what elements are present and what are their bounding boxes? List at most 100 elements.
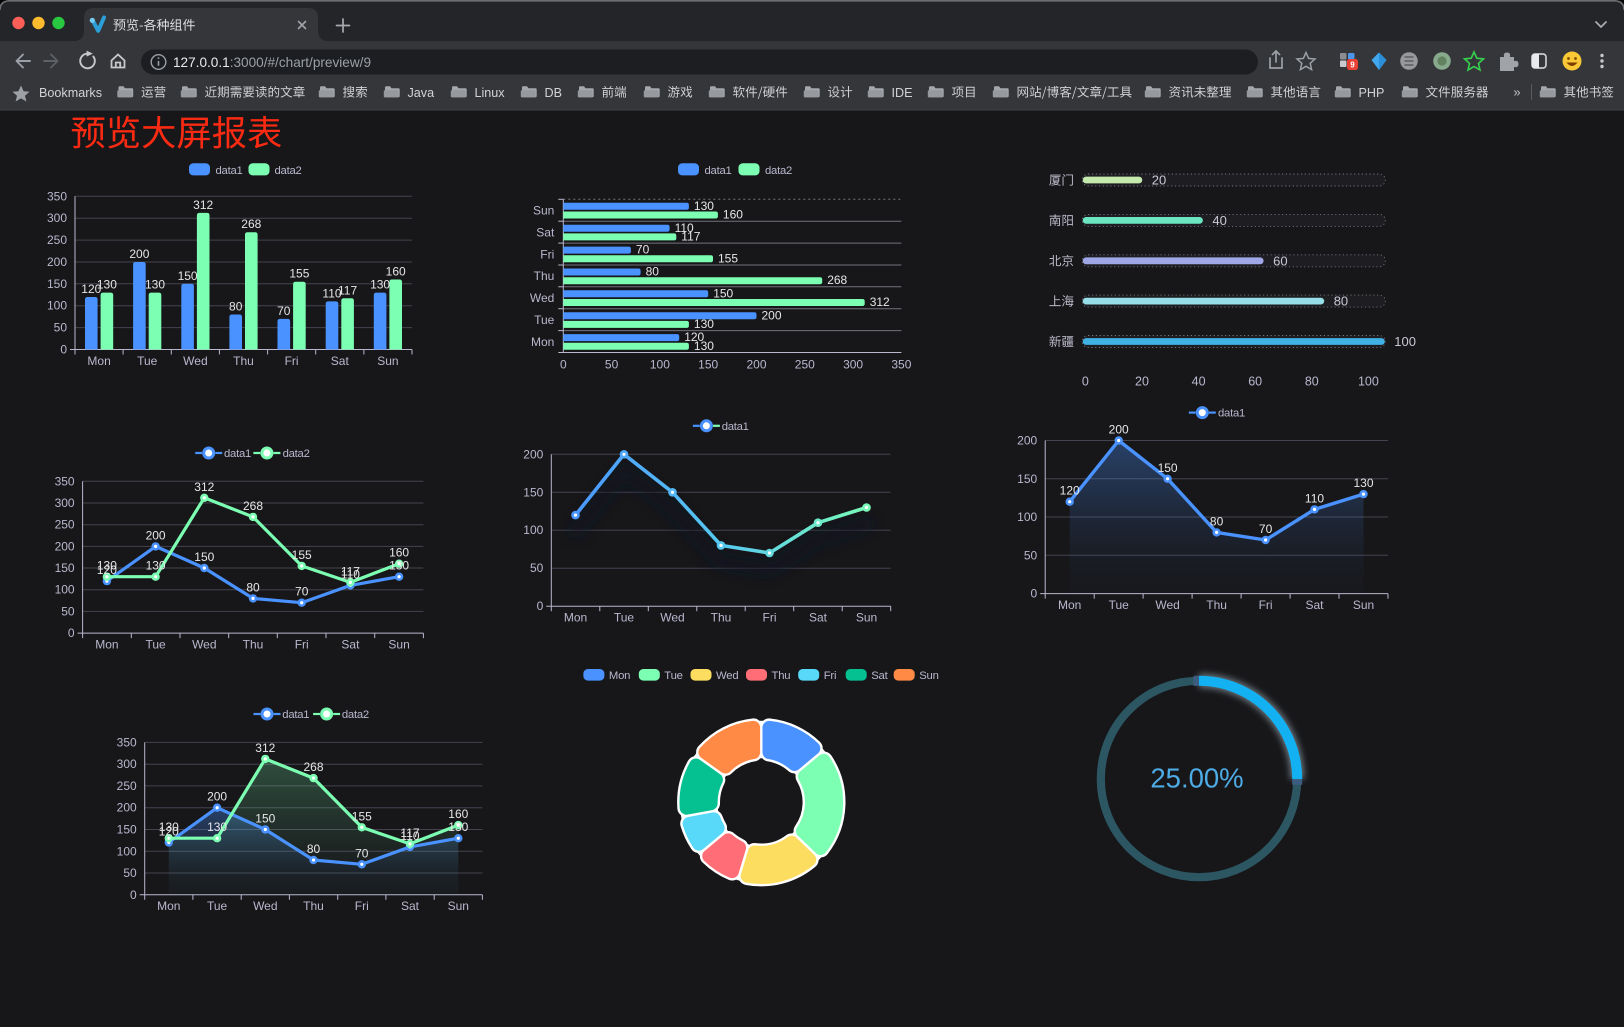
svg-text:Mon: Mon xyxy=(95,637,118,651)
svg-text:120: 120 xyxy=(81,282,101,296)
svg-text:»: » xyxy=(1513,85,1520,100)
svg-text:Java: Java xyxy=(408,86,435,100)
svg-text:Mon: Mon xyxy=(609,670,630,682)
svg-text:Wed: Wed xyxy=(183,354,207,368)
svg-text:150: 150 xyxy=(1158,461,1178,475)
svg-text:Thu: Thu xyxy=(233,354,254,368)
svg-text:110: 110 xyxy=(400,829,419,843)
svg-text:100: 100 xyxy=(117,844,137,858)
svg-text:120: 120 xyxy=(159,825,179,839)
svg-text:25.00%: 25.00% xyxy=(1150,763,1243,794)
svg-text:200: 200 xyxy=(146,528,166,542)
svg-text:300: 300 xyxy=(117,757,137,771)
svg-text:Linux: Linux xyxy=(475,86,506,100)
svg-text:200: 200 xyxy=(746,358,766,372)
svg-text:Mon: Mon xyxy=(157,899,180,913)
svg-text:80: 80 xyxy=(1305,375,1319,389)
svg-text:200: 200 xyxy=(762,308,782,322)
svg-text:80: 80 xyxy=(229,300,243,314)
svg-text:130: 130 xyxy=(159,820,179,834)
svg-text:Tue: Tue xyxy=(207,899,228,913)
svg-text:160: 160 xyxy=(448,807,468,821)
svg-text:Sun: Sun xyxy=(919,670,939,682)
svg-text:data1: data1 xyxy=(216,165,243,177)
svg-text:312: 312 xyxy=(870,295,890,309)
svg-text:Fri: Fri xyxy=(540,247,554,261)
svg-text:268: 268 xyxy=(243,499,263,513)
svg-text:Tue: Tue xyxy=(534,313,555,327)
svg-text:200: 200 xyxy=(1109,423,1129,437)
svg-text:110: 110 xyxy=(322,286,341,300)
svg-text:110: 110 xyxy=(1305,491,1324,505)
svg-text:117: 117 xyxy=(338,283,357,297)
svg-text:Fri: Fri xyxy=(763,611,777,625)
svg-text:200: 200 xyxy=(55,539,75,553)
svg-text:Mon: Mon xyxy=(531,335,554,349)
svg-text:100: 100 xyxy=(1017,510,1037,524)
svg-text:130: 130 xyxy=(1353,476,1373,490)
svg-text:250: 250 xyxy=(47,233,67,247)
svg-text:Wed: Wed xyxy=(253,899,277,913)
svg-text:100: 100 xyxy=(55,583,75,597)
svg-text:Tue: Tue xyxy=(145,637,166,651)
svg-text:data1: data1 xyxy=(1218,408,1245,420)
svg-text:300: 300 xyxy=(843,358,863,372)
svg-text:100: 100 xyxy=(650,358,670,372)
svg-text:80: 80 xyxy=(307,842,321,856)
svg-text:300: 300 xyxy=(47,211,67,225)
svg-text:120: 120 xyxy=(684,330,704,344)
svg-text:PHP: PHP xyxy=(1359,86,1385,100)
svg-text:50: 50 xyxy=(54,321,68,335)
svg-text:200: 200 xyxy=(129,247,149,261)
svg-text:200: 200 xyxy=(207,790,227,804)
svg-text:200: 200 xyxy=(1017,434,1037,448)
svg-text:0: 0 xyxy=(68,626,75,640)
svg-text:70: 70 xyxy=(277,304,291,318)
svg-text:IDE: IDE xyxy=(892,86,913,100)
svg-text:200: 200 xyxy=(47,255,67,269)
svg-text:160: 160 xyxy=(389,546,409,560)
svg-text:Sun: Sun xyxy=(1353,598,1374,612)
svg-text:Thu: Thu xyxy=(534,269,555,283)
svg-text:350: 350 xyxy=(891,358,911,372)
svg-text:312: 312 xyxy=(255,741,275,755)
svg-text:60: 60 xyxy=(1248,375,1262,389)
svg-text:70: 70 xyxy=(355,846,369,860)
svg-text:100: 100 xyxy=(1394,334,1416,349)
svg-text:Mon: Mon xyxy=(564,611,587,625)
svg-text:Sun: Sun xyxy=(388,637,409,651)
svg-text:Thu: Thu xyxy=(711,611,732,625)
svg-text:50: 50 xyxy=(530,561,544,575)
svg-text:0: 0 xyxy=(60,343,67,357)
svg-text:Bookmarks: Bookmarks xyxy=(39,86,102,100)
svg-text:268: 268 xyxy=(303,760,323,774)
svg-text:100: 100 xyxy=(47,299,67,313)
svg-text:250: 250 xyxy=(55,518,75,532)
svg-text:50: 50 xyxy=(1024,548,1038,562)
svg-text:Wed: Wed xyxy=(660,611,684,625)
svg-text:250: 250 xyxy=(117,779,137,793)
svg-text:130: 130 xyxy=(448,820,468,834)
svg-text:9: 9 xyxy=(1350,61,1355,70)
svg-text:Tue: Tue xyxy=(614,611,635,625)
svg-text:data2: data2 xyxy=(765,165,792,177)
svg-text:100: 100 xyxy=(1358,375,1379,389)
svg-text:Sat: Sat xyxy=(1305,598,1324,612)
svg-text:0: 0 xyxy=(1031,587,1038,601)
svg-text:130: 130 xyxy=(146,559,166,573)
svg-text:70: 70 xyxy=(1259,522,1273,536)
svg-text:Sat: Sat xyxy=(871,670,888,682)
svg-text:130: 130 xyxy=(370,278,390,292)
svg-text:268: 268 xyxy=(827,273,847,287)
svg-text:Thu: Thu xyxy=(303,899,324,913)
svg-text:150: 150 xyxy=(255,812,275,826)
svg-text:70: 70 xyxy=(636,243,650,257)
svg-text:80: 80 xyxy=(646,265,660,279)
svg-text:117: 117 xyxy=(400,826,419,840)
svg-text:40: 40 xyxy=(1212,213,1226,228)
svg-text:Fri: Fri xyxy=(285,354,299,368)
svg-text:130: 130 xyxy=(145,278,165,292)
svg-text:200: 200 xyxy=(523,447,543,461)
svg-text:Sat: Sat xyxy=(809,611,828,625)
svg-text:50: 50 xyxy=(61,604,75,618)
